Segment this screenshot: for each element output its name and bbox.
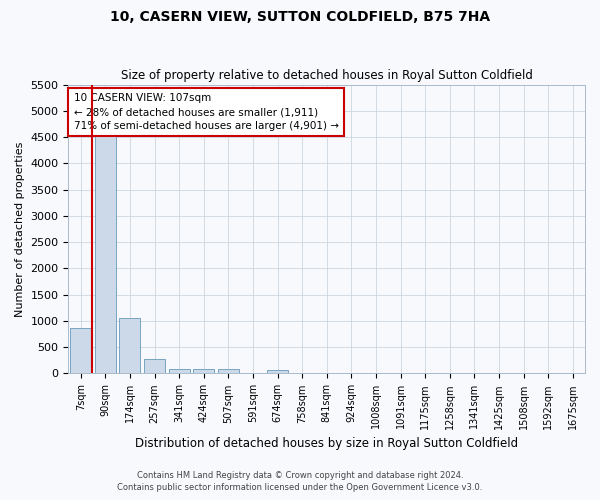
Bar bbox=[144, 359, 165, 374]
Bar bbox=[119, 318, 140, 374]
Bar bbox=[267, 370, 288, 374]
Bar bbox=[70, 328, 91, 374]
Text: 10, CASERN VIEW, SUTTON COLDFIELD, B75 7HA: 10, CASERN VIEW, SUTTON COLDFIELD, B75 7… bbox=[110, 10, 490, 24]
Y-axis label: Number of detached properties: Number of detached properties bbox=[15, 142, 25, 316]
X-axis label: Distribution of detached houses by size in Royal Sutton Coldfield: Distribution of detached houses by size … bbox=[135, 437, 518, 450]
Title: Size of property relative to detached houses in Royal Sutton Coldfield: Size of property relative to detached ho… bbox=[121, 69, 533, 82]
Text: Contains HM Land Registry data © Crown copyright and database right 2024.
Contai: Contains HM Land Registry data © Crown c… bbox=[118, 471, 482, 492]
Text: 10 CASERN VIEW: 107sqm
← 28% of detached houses are smaller (1,911)
71% of semi-: 10 CASERN VIEW: 107sqm ← 28% of detached… bbox=[74, 93, 338, 131]
Bar bbox=[95, 133, 116, 374]
Bar bbox=[193, 369, 214, 374]
Bar bbox=[169, 368, 190, 374]
Bar bbox=[218, 370, 239, 374]
